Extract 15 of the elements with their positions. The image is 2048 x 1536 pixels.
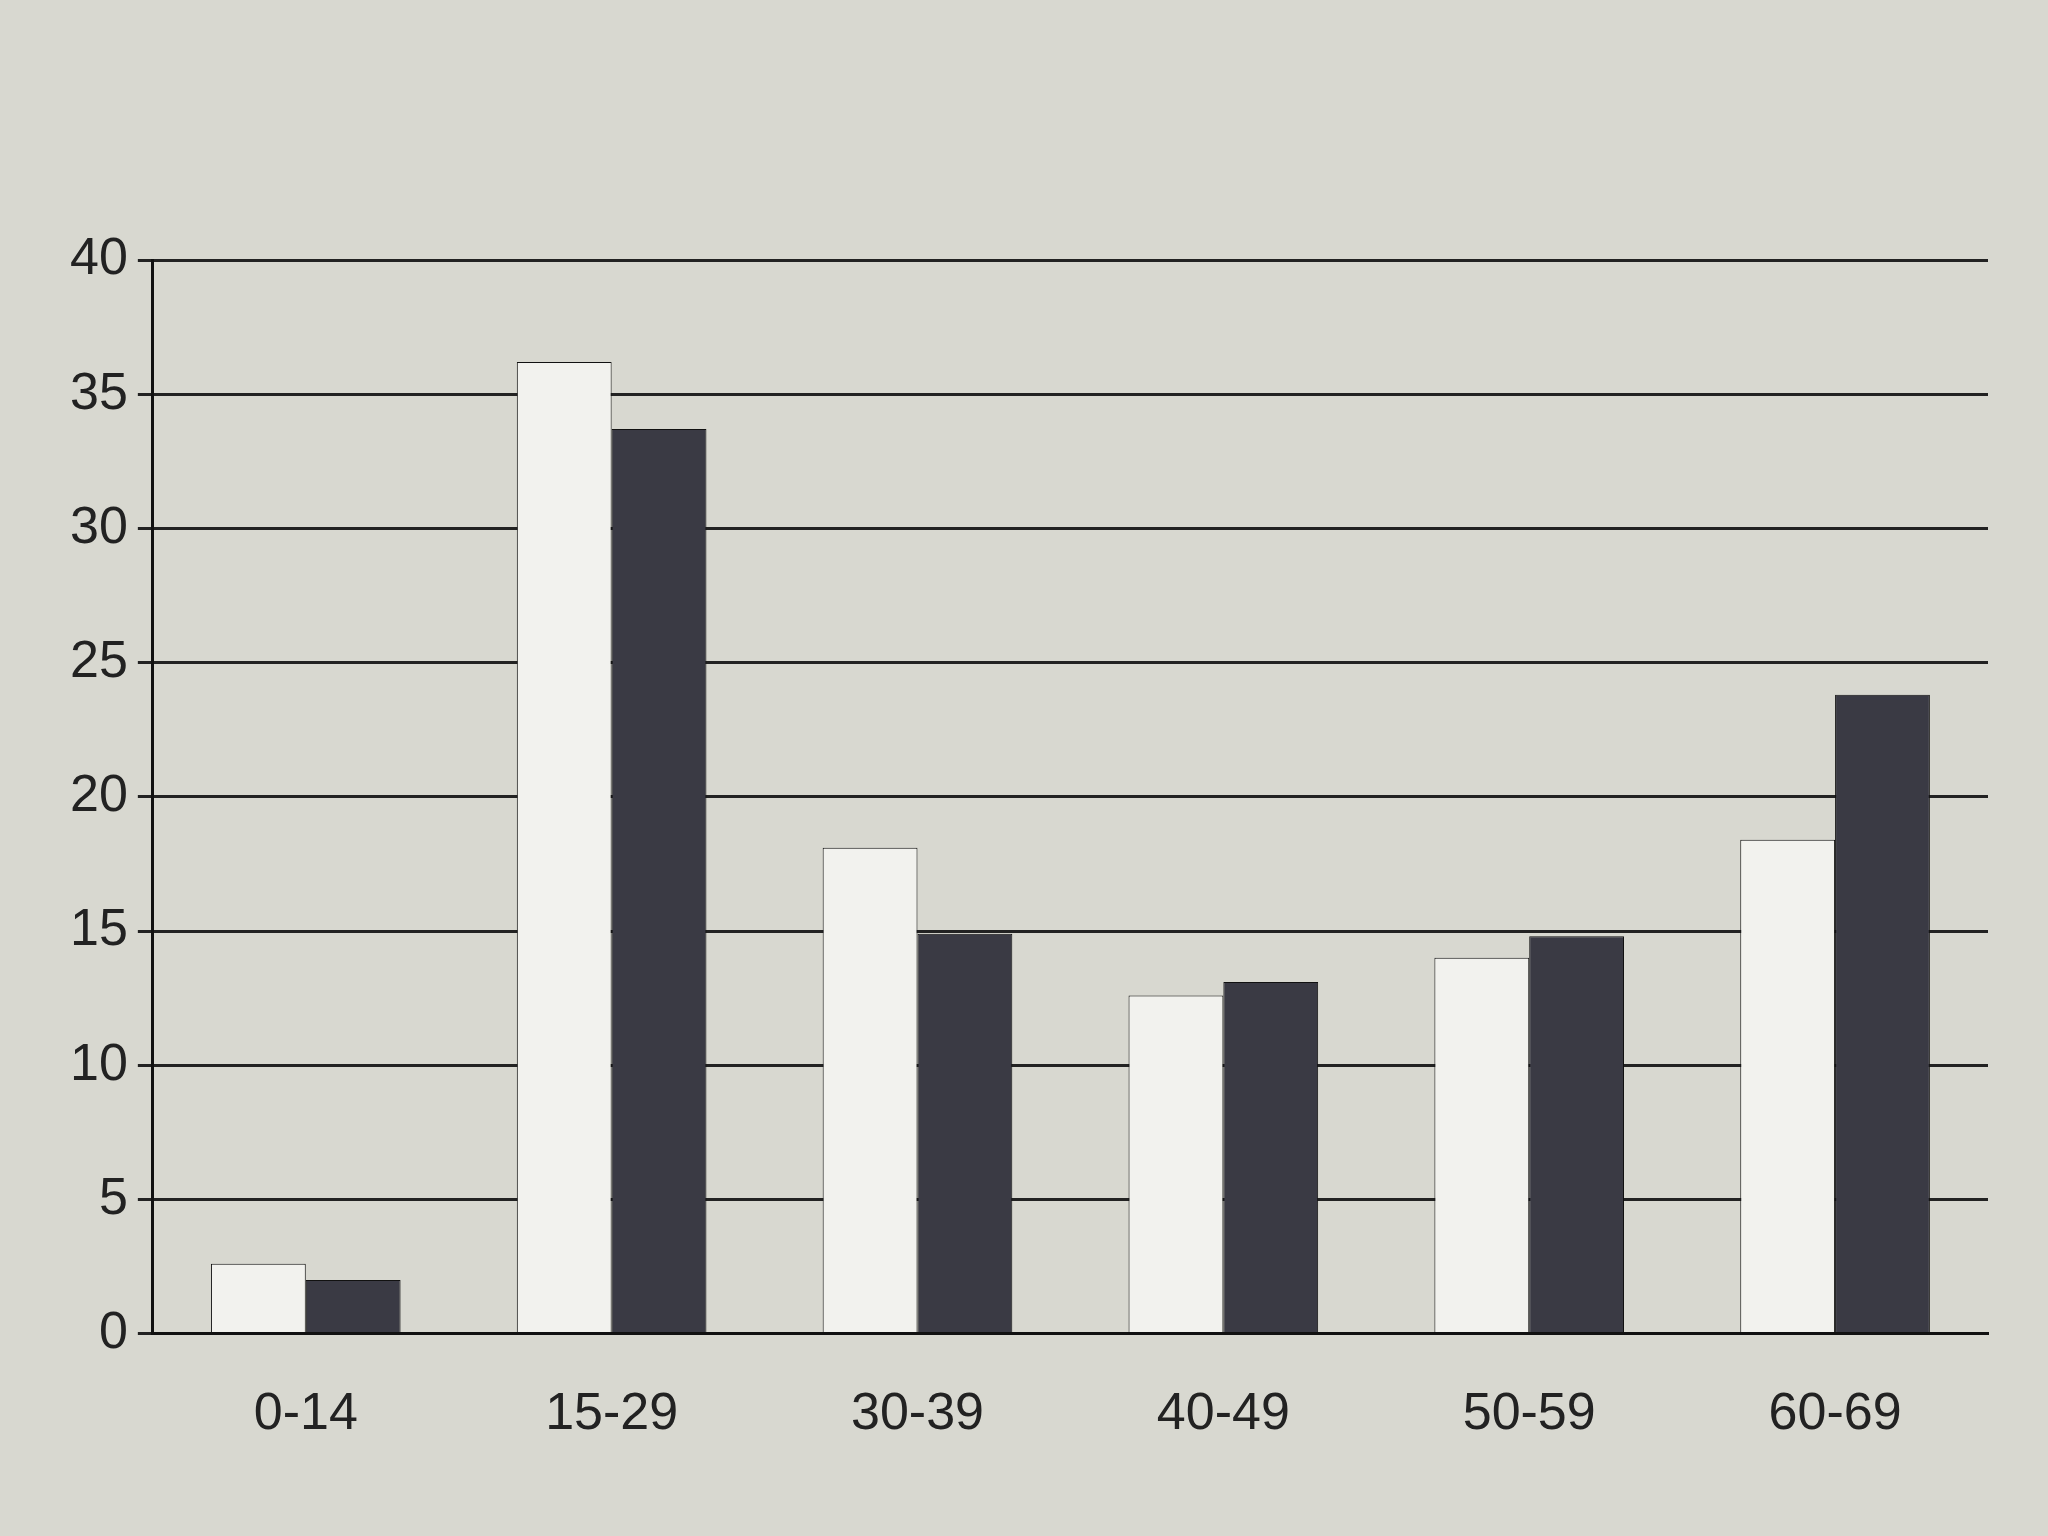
- y-tick-label: 15: [70, 898, 128, 957]
- x-tick-label: 0-14: [253, 1382, 358, 1441]
- x-tick-label: 15-29: [545, 1382, 679, 1441]
- y-tick-label: 25: [70, 629, 128, 688]
- y-tick-label: 5: [98, 1166, 128, 1225]
- y-tick-label: 20: [70, 764, 128, 823]
- x-tick-label: 50-59: [1462, 1382, 1596, 1441]
- y-tick-label: 35: [70, 361, 128, 420]
- x-tick-label: 40-49: [1156, 1382, 1290, 1441]
- x-tick-label: 60-69: [1768, 1382, 1902, 1441]
- y-tick-label: 40: [70, 227, 128, 286]
- y-tick-label: 30: [70, 495, 128, 554]
- x-tick-label: 30-39: [850, 1382, 984, 1441]
- y-tick-label: 10: [70, 1032, 128, 1091]
- y-tick-label: 0: [98, 1300, 128, 1359]
